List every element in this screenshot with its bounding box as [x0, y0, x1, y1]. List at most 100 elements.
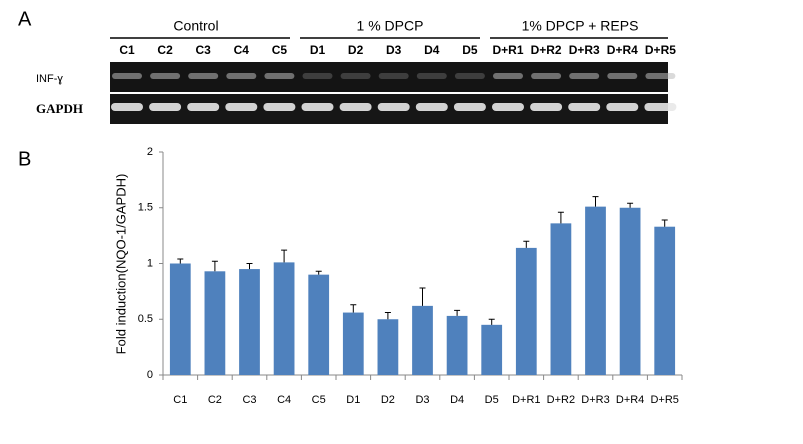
gel-band: [378, 73, 409, 79]
x-tick-label: C3: [242, 394, 256, 406]
error-bar: [246, 263, 253, 270]
x-tick-label: D4: [450, 394, 464, 406]
lane-label: C5: [272, 43, 288, 57]
x-tick-label: C1: [173, 394, 187, 406]
gel-band: [531, 73, 562, 79]
group-label: Control: [173, 18, 218, 34]
x-tick-label: D3: [415, 394, 429, 406]
gel-band: [226, 73, 257, 79]
bar: [308, 274, 330, 375]
error-bar: [315, 270, 322, 275]
x-tick-label: C5: [312, 394, 326, 406]
gel-band: [645, 73, 676, 79]
error-bar: [523, 240, 530, 248]
x-tick-label: D5: [485, 394, 499, 406]
error-bar: [350, 304, 357, 313]
gel-band: [301, 103, 334, 111]
group-label: 1% DPCP + REPS: [522, 18, 639, 34]
gel-band: [112, 73, 142, 79]
y-tick-label: 1.5: [138, 202, 153, 214]
bar: [342, 312, 364, 375]
x-tick-label: D+R2: [547, 394, 575, 406]
lane-label: D+R2: [531, 43, 562, 57]
x-tick-label: D+R4: [616, 394, 644, 406]
bar: [550, 223, 572, 375]
lane-label: C1: [119, 43, 135, 57]
gel-band: [150, 73, 181, 79]
gel-band: [493, 73, 523, 79]
y-tick-label: 0: [147, 369, 153, 381]
x-tick-label: D+R3: [581, 394, 609, 406]
error-bar: [557, 211, 564, 224]
gel-band: [188, 73, 219, 79]
gel-band: [416, 73, 447, 79]
gel-band: [339, 103, 372, 111]
bar: [169, 263, 191, 375]
gel-band: [492, 103, 524, 111]
lane-label: C2: [157, 43, 173, 57]
error-bar: [661, 219, 668, 227]
gel-band: [568, 103, 601, 111]
gel-band: [264, 73, 295, 79]
lane-label: C4: [234, 43, 250, 57]
gel-band: [302, 73, 333, 79]
group-label: 1 % DPCP: [357, 18, 424, 34]
x-tick-label: D+R1: [512, 394, 540, 406]
bar: [481, 324, 503, 375]
error-bar: [177, 258, 184, 264]
gel-band: [225, 103, 258, 111]
error-bar: [627, 202, 634, 208]
lane-label: D+R5: [645, 43, 676, 57]
error-bar: [488, 318, 495, 325]
lane-label: D2: [348, 43, 364, 57]
bar: [412, 305, 433, 375]
gel-band: [530, 103, 563, 111]
x-tick-label: D1: [346, 394, 360, 406]
lane-label: D1: [310, 43, 326, 57]
error-bar: [592, 196, 599, 207]
panel-label: B: [18, 148, 31, 170]
error-bar: [419, 287, 426, 306]
gel-band: [453, 103, 486, 111]
y-tick-label: 0.5: [138, 313, 153, 325]
y-axis-title: Fold induction(NQO-1/GAPDH): [113, 174, 128, 355]
bar: [585, 206, 606, 375]
gel-band: [606, 103, 639, 111]
gel-band: [607, 73, 638, 79]
lane-label: D+R3: [569, 43, 600, 57]
bar: [446, 315, 468, 375]
row-label: INF-ɣ: [36, 73, 63, 85]
x-tick-label: D2: [381, 394, 395, 406]
error-bar: [454, 309, 461, 316]
gel-band: [454, 73, 485, 79]
gel-band: [644, 103, 677, 111]
gel-band: [415, 103, 448, 111]
gel-band: [263, 103, 296, 111]
error-bar: [281, 249, 288, 263]
gel-band: [340, 73, 371, 79]
lane-label: D4: [424, 43, 440, 57]
lane-label: D5: [462, 43, 478, 57]
bar: [204, 271, 226, 375]
gel-band: [149, 103, 182, 111]
y-tick-label: 1: [147, 257, 153, 269]
gel-band: [377, 103, 410, 111]
row-label: GAPDH: [36, 101, 83, 116]
bar: [239, 269, 260, 375]
gel-band: [569, 73, 600, 79]
x-tick-label: D+R5: [650, 394, 678, 406]
lane-label: D3: [386, 43, 402, 57]
error-bar: [211, 260, 218, 272]
x-tick-label: C4: [277, 394, 291, 406]
lane-label: C3: [196, 43, 212, 57]
error-bar: [384, 312, 391, 320]
bar: [273, 262, 295, 375]
panel-label: A: [18, 8, 32, 30]
gel-band: [187, 103, 220, 111]
y-tick-label: 2: [147, 146, 153, 158]
bar: [654, 226, 676, 375]
lane-label: D+R4: [607, 43, 638, 57]
x-tick-label: C2: [208, 394, 222, 406]
gel-band: [111, 103, 143, 111]
